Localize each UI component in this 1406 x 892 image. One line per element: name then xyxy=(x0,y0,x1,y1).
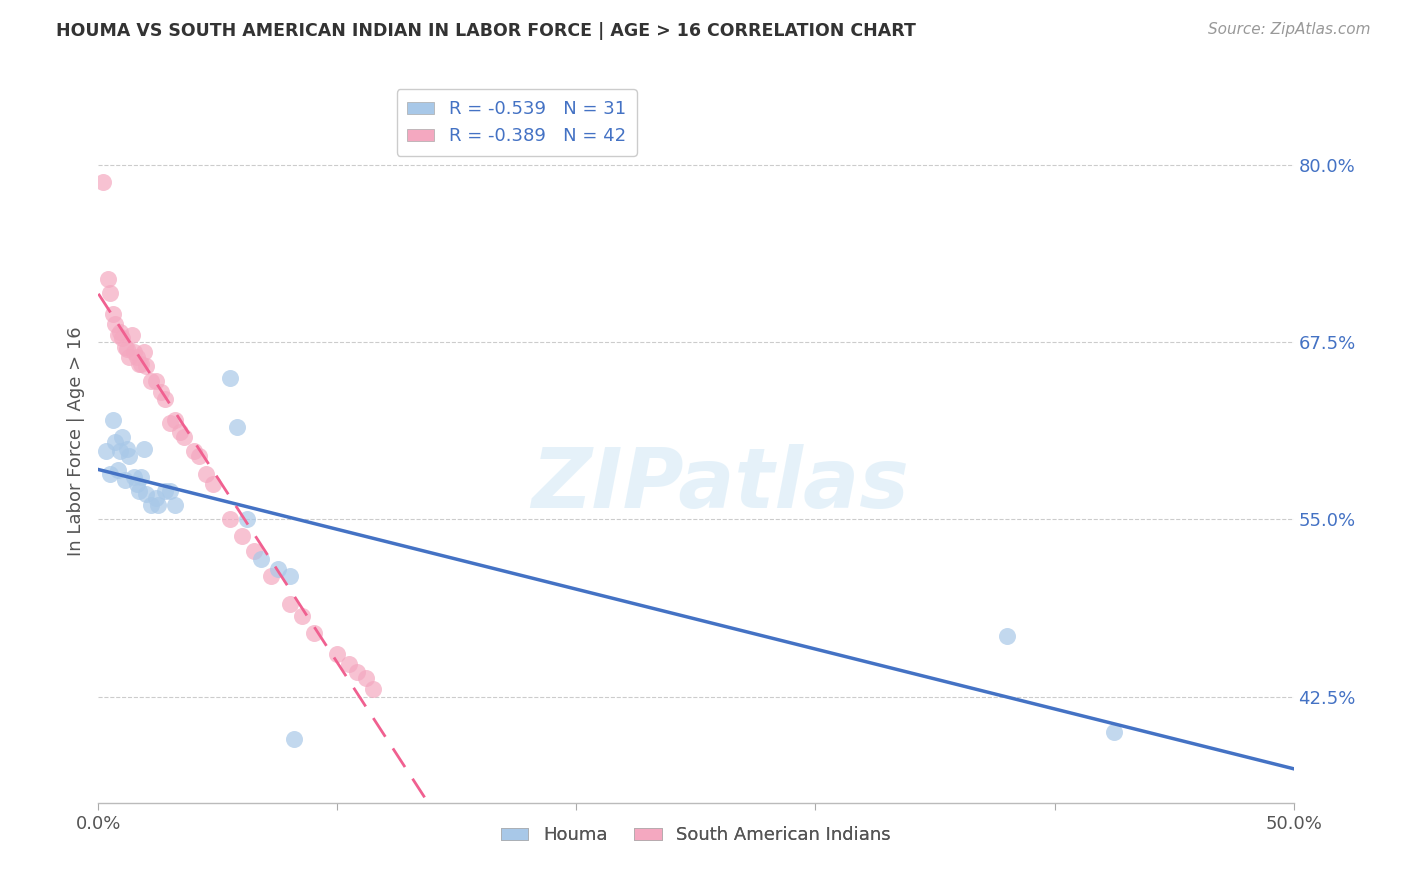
Point xyxy=(111,430,134,444)
Point xyxy=(278,598,301,612)
Point xyxy=(173,430,195,444)
Y-axis label: In Labor Force | Age > 16: In Labor Force | Age > 16 xyxy=(66,326,84,557)
Point xyxy=(354,671,377,685)
Point xyxy=(1104,725,1126,739)
Point xyxy=(97,271,120,285)
Point xyxy=(118,350,141,364)
Point xyxy=(132,345,155,359)
Point xyxy=(131,357,153,371)
Point xyxy=(219,512,242,526)
Point xyxy=(267,562,290,576)
Point xyxy=(104,317,127,331)
Text: ZIPatlas: ZIPatlas xyxy=(531,444,908,525)
Point xyxy=(128,484,150,499)
Point xyxy=(94,444,117,458)
Point xyxy=(163,498,186,512)
Point xyxy=(169,425,191,439)
Point xyxy=(114,340,136,354)
Point xyxy=(149,384,172,399)
Text: HOUMA VS SOUTH AMERICAN INDIAN IN LABOR FORCE | AGE > 16 CORRELATION CHART: HOUMA VS SOUTH AMERICAN INDIAN IN LABOR … xyxy=(56,22,917,40)
Point xyxy=(235,512,257,526)
Point xyxy=(259,569,281,583)
Point xyxy=(101,307,124,321)
Point xyxy=(98,467,122,482)
Point xyxy=(91,175,114,189)
Point xyxy=(118,449,141,463)
Point xyxy=(155,392,177,406)
Point xyxy=(145,374,167,388)
Point xyxy=(101,413,124,427)
Point xyxy=(326,647,349,661)
Point xyxy=(363,682,385,697)
Point xyxy=(219,371,242,385)
Point xyxy=(135,487,157,501)
Point xyxy=(139,374,162,388)
Point xyxy=(114,473,136,487)
Point xyxy=(283,732,305,747)
Point xyxy=(115,343,138,357)
Point xyxy=(131,470,153,484)
Point xyxy=(115,442,138,456)
Point xyxy=(139,498,162,512)
Point xyxy=(195,467,218,482)
Point xyxy=(159,484,181,499)
Point xyxy=(135,359,157,374)
Point xyxy=(243,543,266,558)
Point xyxy=(187,449,209,463)
Text: Source: ZipAtlas.com: Source: ZipAtlas.com xyxy=(1208,22,1371,37)
Point xyxy=(159,416,181,430)
Point xyxy=(163,413,186,427)
Point xyxy=(107,463,129,477)
Point xyxy=(132,442,155,456)
Point xyxy=(202,477,225,491)
Point xyxy=(125,350,148,364)
Legend: Houma, South American Indians: Houma, South American Indians xyxy=(494,819,898,852)
Point xyxy=(183,444,205,458)
Point xyxy=(995,629,1018,643)
Point xyxy=(111,331,134,345)
Point xyxy=(121,328,143,343)
Point xyxy=(104,434,127,449)
Point xyxy=(346,665,368,680)
Point xyxy=(302,625,325,640)
Point xyxy=(98,285,122,300)
Point xyxy=(291,608,314,623)
Point xyxy=(145,491,167,506)
Point xyxy=(339,657,361,671)
Point xyxy=(226,420,249,434)
Point xyxy=(128,357,150,371)
Point xyxy=(148,498,170,512)
Point xyxy=(108,444,131,458)
Point xyxy=(250,552,273,566)
Point xyxy=(108,326,131,340)
Point xyxy=(231,529,253,543)
Point xyxy=(278,569,301,583)
Point xyxy=(124,470,146,484)
Point xyxy=(125,477,148,491)
Point xyxy=(107,328,129,343)
Point xyxy=(124,345,146,359)
Point xyxy=(155,484,177,499)
